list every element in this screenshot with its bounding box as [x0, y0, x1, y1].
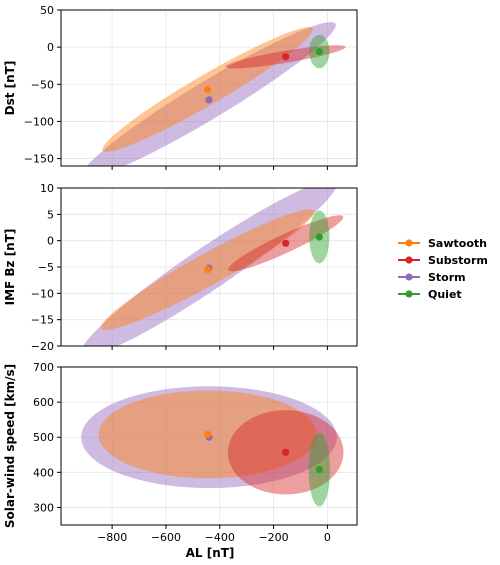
legend-item-storm: Storm	[398, 271, 466, 284]
legend-marker	[405, 256, 413, 264]
point-sawtooth	[204, 266, 212, 274]
y-tick-label: 300	[33, 501, 54, 514]
y-tick-label: 700	[33, 361, 54, 374]
y-tick-label: −5	[38, 261, 54, 274]
x-tick-label: −600	[151, 531, 181, 544]
y-tick-label: 400	[33, 466, 54, 479]
y-ticks: 300 400 500 600 700	[33, 361, 61, 514]
x-tick-label: −200	[258, 531, 288, 544]
legend-label: Quiet	[428, 288, 462, 301]
y-ticks: −20 −15 −10 −5 0 5 10	[31, 182, 61, 353]
chart-legend: Sawtooth Substorm Storm Quiet	[398, 237, 488, 301]
x-axis: AL [nT]	[186, 546, 235, 560]
y-tick-label: 600	[33, 396, 54, 409]
y-tick-label: 0	[47, 41, 54, 54]
x-tick-label: 0	[324, 531, 331, 544]
legend-label: Storm	[428, 271, 466, 284]
point-storm	[205, 96, 213, 104]
axes-frame	[60, 9, 358, 167]
point-substorm	[282, 448, 290, 456]
point-substorm	[282, 239, 290, 247]
legend-marker	[405, 290, 413, 298]
point-sawtooth	[204, 430, 212, 439]
y-tick-label: 50	[40, 4, 54, 17]
y-axis-label: Dst [nT]	[3, 61, 17, 116]
x-tick-label: −800	[97, 531, 127, 544]
points	[204, 430, 323, 474]
y-tick-label: 500	[33, 431, 54, 444]
axes-frame	[60, 366, 358, 526]
ellipses	[81, 386, 344, 507]
y-tick-label: 0	[47, 235, 54, 248]
point-substorm	[282, 53, 290, 61]
legend-item-sawtooth: Sawtooth	[398, 237, 487, 250]
y-tick-label: −150	[24, 153, 54, 166]
x-ticks: −800 −600 −400 −200 0	[97, 525, 331, 544]
y-ticks: −150 −100 −50 0 50	[24, 4, 61, 166]
legend-item-quiet: Quiet	[398, 288, 462, 301]
points	[204, 233, 323, 274]
point-quiet	[315, 465, 323, 474]
panel-3: 300 400 500 600 700 Solar-wind speed [km/s] −8…	[3, 361, 358, 544]
legend-label: Sawtooth	[428, 237, 487, 250]
x-axis-label: AL [nT]	[186, 546, 235, 560]
x-ticks	[111, 166, 328, 170]
y-tick-label: −20	[31, 340, 54, 353]
points	[204, 48, 323, 104]
y-axis-label: Solar-wind speed [km/s]	[3, 364, 17, 528]
x-ticks	[111, 346, 328, 350]
legend-label: Substorm	[428, 254, 488, 267]
y-tick-label: −100	[24, 115, 54, 128]
y-tick-label: 10	[40, 182, 54, 195]
point-quiet	[315, 233, 323, 241]
y-tick-label: −15	[31, 314, 54, 327]
panel-2: −20 −15 −10 −5 0 5 10 IMF Bz [nT]	[3, 182, 358, 353]
y-tick-label: −10	[31, 287, 54, 300]
legend-marker	[405, 273, 413, 281]
point-quiet	[315, 48, 323, 56]
y-axis-label: IMF Bz [nT]	[3, 229, 17, 306]
x-tick-label: −400	[205, 531, 235, 544]
legend-marker	[405, 239, 413, 247]
panel-1: −150 −100 −50 0 50 Dst [nT]	[3, 4, 358, 170]
y-tick-label: −50	[31, 78, 54, 91]
y-tick-label: 5	[47, 208, 54, 221]
point-sawtooth	[204, 85, 212, 94]
legend-item-substorm: Substorm	[398, 254, 488, 267]
